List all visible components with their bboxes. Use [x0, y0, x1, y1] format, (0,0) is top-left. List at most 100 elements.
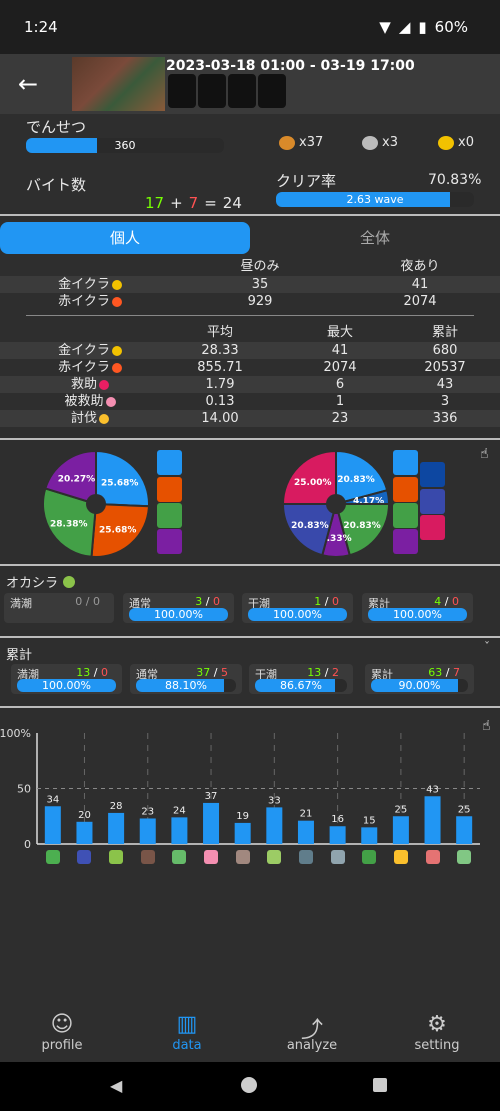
- table-cell: 2074: [323, 360, 357, 375]
- table-cell: 3: [440, 394, 450, 409]
- table-cell: 0.13: [205, 394, 235, 409]
- rescue-icon: [99, 379, 109, 390]
- bar-value-label: 37: [205, 791, 218, 802]
- back-arrow-icon[interactable]: ←: [18, 70, 39, 98]
- success-count: 3: [195, 595, 203, 608]
- nav-setting-label: setting: [414, 1038, 460, 1053]
- chevron-down-icon[interactable]: ˇ: [484, 640, 490, 654]
- row-label-text: 救助: [70, 377, 97, 392]
- card-counts: 37 / 5: [196, 666, 228, 679]
- count-separator: /: [82, 595, 93, 608]
- bait-count-formula: 17 + 7 = 24: [145, 194, 242, 212]
- touch-icon[interactable]: ☝: [480, 446, 489, 462]
- column-header: 累計: [431, 325, 458, 340]
- card-label: 通常: [136, 668, 158, 681]
- special-icon: [420, 515, 445, 540]
- power-egg-icon: [111, 296, 122, 307]
- slice-label: 8.33%: [320, 534, 351, 544]
- rate-value: 86.67%: [280, 679, 322, 692]
- slice-label: 20.83%: [343, 521, 381, 531]
- bar-value-label: 28: [110, 801, 123, 812]
- back-triangle-icon[interactable]: ◀: [110, 1076, 123, 1095]
- recents-square-icon[interactable]: [373, 1078, 387, 1092]
- total-count: 24: [222, 194, 242, 212]
- count-separator: /: [442, 666, 453, 679]
- battery-percent: 60%: [434, 18, 468, 36]
- rate-bar-fill: [17, 679, 116, 692]
- bar-value-label: 19: [236, 811, 249, 822]
- salmonid-egg-icon: [279, 135, 295, 150]
- bar-value-label: 16: [331, 814, 344, 825]
- bar: [392, 816, 409, 844]
- stat-card: 累計 63 / 7 90.00%: [365, 664, 474, 694]
- special-pie-chart: 20.83% 4.17% 20.83% 8.33% 20.83% 25.00%: [281, 449, 391, 558]
- nav-profile[interactable]: ☺ profile: [22, 1012, 102, 1053]
- nav-data[interactable]: ▥ data: [147, 1012, 227, 1053]
- boss-icon: [425, 850, 440, 864]
- golden-egg-icon: [111, 279, 122, 290]
- table-row: 赤イクラ 855.71 2074 20537: [0, 359, 500, 376]
- row-label-text: 金イクラ: [58, 277, 110, 292]
- column-header: 夜あり: [400, 259, 440, 274]
- nav-setting[interactable]: ⚙ setting: [397, 1012, 477, 1053]
- special-icon: [393, 477, 418, 502]
- boss-icon: [63, 575, 76, 588]
- slice-label: 25.00%: [294, 478, 332, 488]
- bar: [139, 818, 156, 844]
- boss-icon: [457, 850, 472, 864]
- bar: [234, 822, 251, 844]
- rate-bar-fill: [255, 679, 335, 692]
- gold-egg-icon: [438, 135, 454, 150]
- boss-kill-bar-chart: 0 50 100% 34 20 28 23 24 37 19 33 21 16 15 25 43 25: [0, 727, 480, 851]
- ruikei-title: 累計: [6, 648, 33, 663]
- tab-personal[interactable]: 個人: [0, 222, 250, 254]
- home-circle-icon[interactable]: [241, 1077, 257, 1093]
- weapon-icon: [157, 503, 182, 528]
- table-cell: 28.33: [201, 343, 239, 358]
- rate-value: 100.00%: [393, 608, 442, 621]
- clear-wave-bar-fill: [276, 192, 450, 207]
- power-egg-icon: [111, 362, 122, 373]
- table-cell: 1.79: [205, 377, 235, 392]
- bar: [424, 796, 441, 844]
- nav-analyze[interactable]: ⤴ analyze: [272, 1012, 352, 1053]
- weapon-icon: [157, 529, 182, 554]
- stat-card: 通常 37 / 5 88.10%: [130, 664, 242, 694]
- rate-value: 100.00%: [273, 608, 322, 621]
- row-label: 赤イクラ: [40, 293, 140, 310]
- slice-label: 20.27%: [58, 475, 96, 485]
- row-label: 被救助: [40, 393, 140, 410]
- stat-card: 干潮 13 / 2 86.67%: [249, 664, 353, 694]
- okashira-title-text: オカシラ: [6, 576, 59, 591]
- special-icon: [420, 489, 445, 514]
- card-label: 干潮: [248, 597, 270, 610]
- bar: [171, 817, 188, 844]
- fail-count: 0: [101, 666, 108, 679]
- tab-all[interactable]: 全体: [359, 229, 390, 247]
- row-label: 救助: [40, 376, 140, 393]
- grade-value: 360: [114, 139, 136, 152]
- clear-wave-value: 2.63 wave: [346, 193, 404, 206]
- weapon-slot-4: [258, 74, 286, 108]
- status-icons: ▼ ◢ ▮ 60%: [379, 18, 468, 36]
- touch-icon[interactable]: ☝: [482, 718, 491, 734]
- success-count: 0: [75, 595, 83, 608]
- pie-slice: [90, 502, 150, 558]
- rate-bar: 88.10%: [136, 679, 236, 692]
- wifi-icon: ▼: [379, 18, 391, 36]
- boss-icon: [267, 850, 282, 864]
- row-label-text: 赤イクラ: [58, 294, 110, 309]
- stat-card: 満潮 0 / 0: [4, 593, 114, 623]
- fail-count: 0: [213, 595, 220, 608]
- pie-slice: [335, 449, 389, 506]
- boss-icon: [330, 850, 345, 864]
- card-label: 通常: [129, 597, 151, 610]
- special-icon: [393, 450, 418, 475]
- table-cell: 41: [411, 277, 429, 292]
- table-row: 被救助 0.13 1 3: [0, 393, 500, 410]
- table-row: 金イクラ 28.33 41 680: [0, 342, 500, 359]
- grade-bar-fill: [26, 138, 98, 153]
- boss-icon: [393, 850, 408, 864]
- pie-slice: [281, 502, 338, 557]
- success-count: 1: [314, 595, 322, 608]
